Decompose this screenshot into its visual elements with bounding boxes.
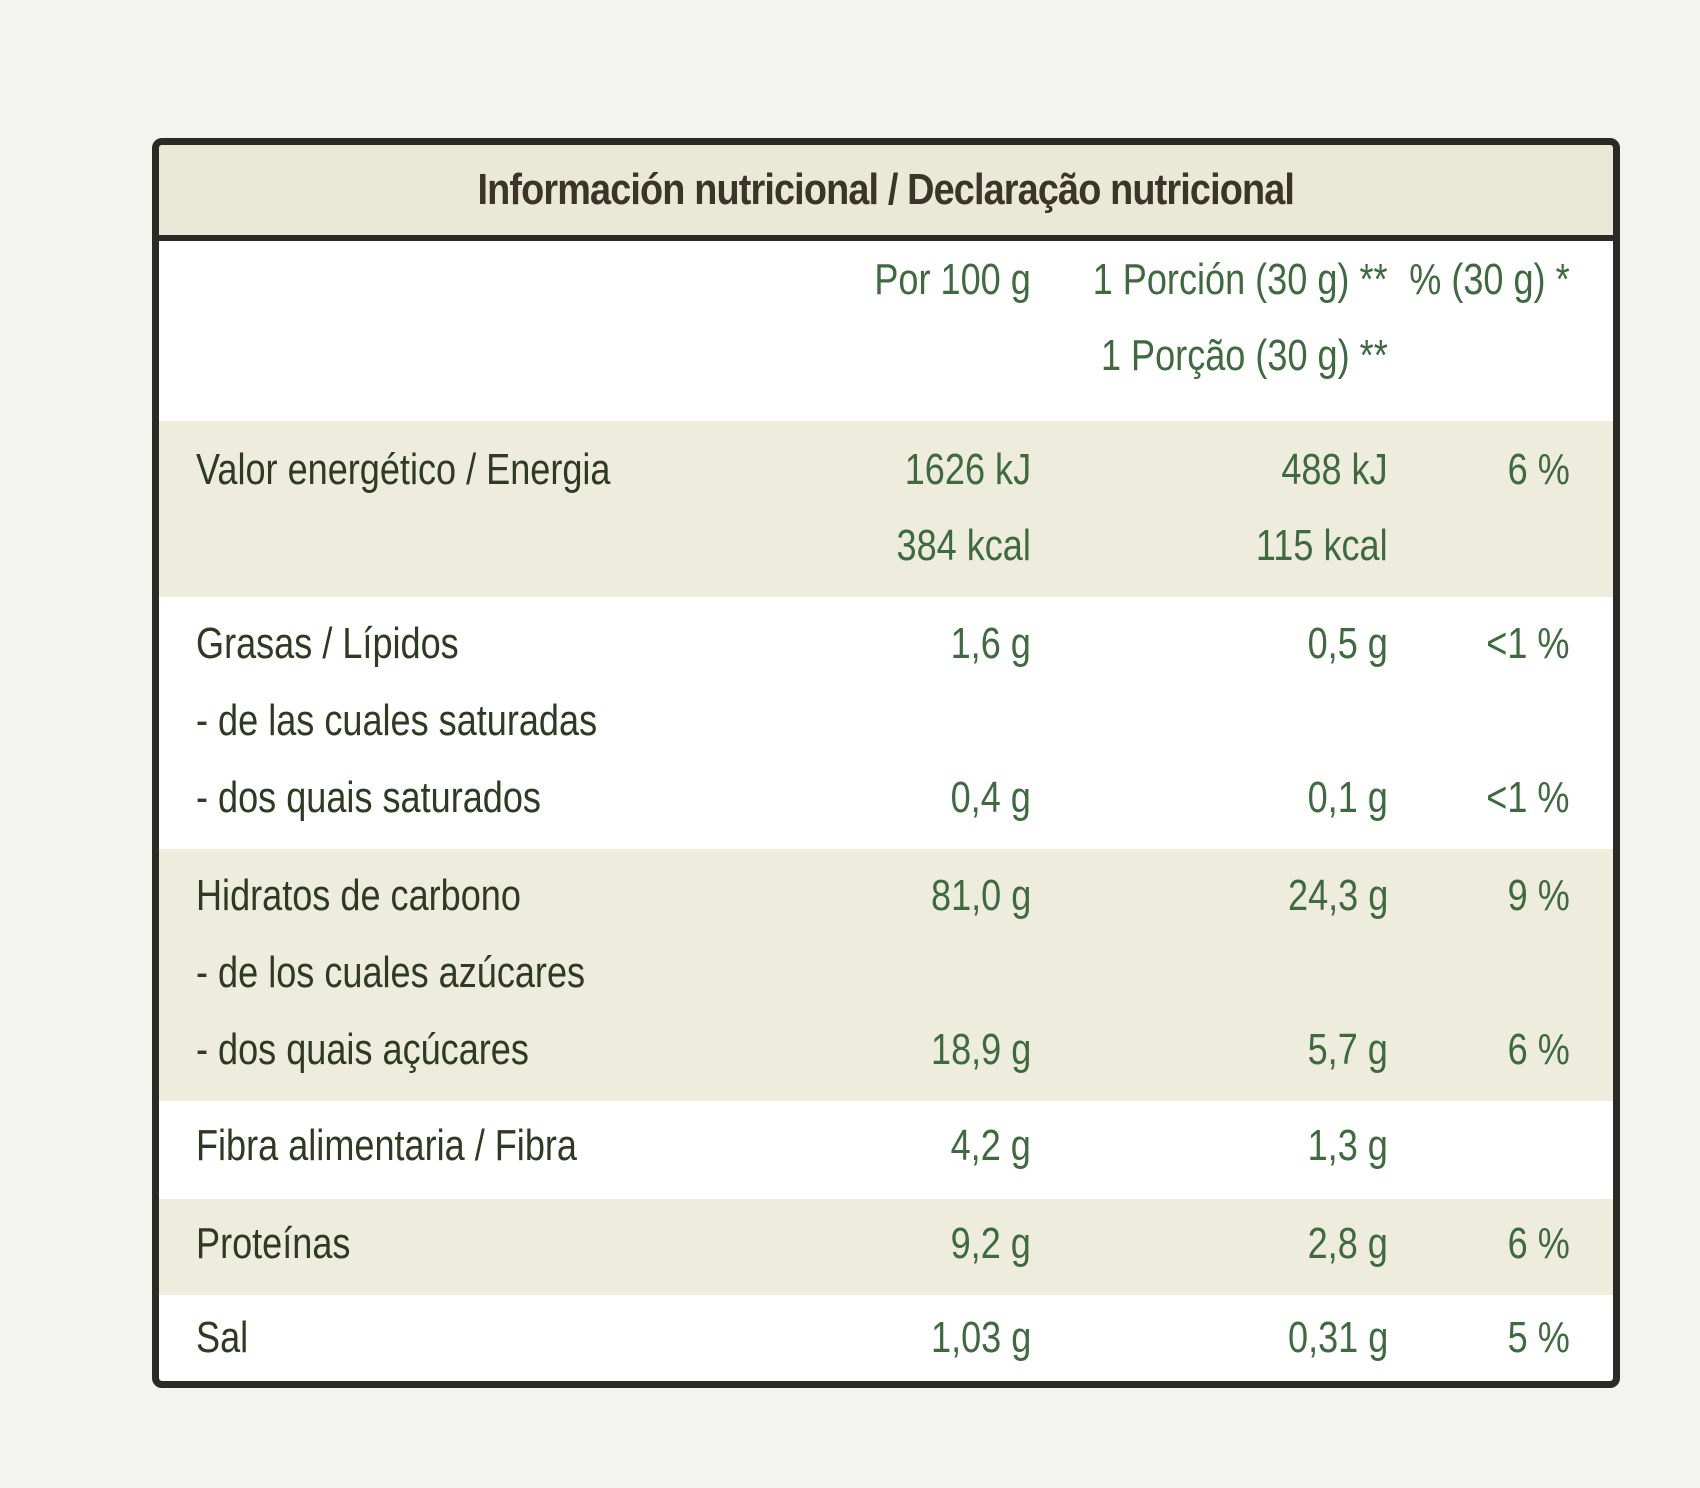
- nutrition-table: Información nutricional / Declaração nut…: [152, 138, 1620, 1388]
- saturates-label-es: - de las cuales saturadas: [196, 696, 598, 745]
- energy-percent: 6 %: [1507, 445, 1570, 494]
- saturates-per100: 0,4 g: [950, 773, 1031, 822]
- energy-per100-kcal: 384 kcal: [896, 521, 1031, 570]
- fat-percent: <1 %: [1486, 619, 1570, 668]
- salt-label: Sal: [196, 1313, 249, 1362]
- energy-portion-kcal: 115 kcal: [1256, 521, 1388, 570]
- salt-per100: 1,03 g: [930, 1313, 1031, 1362]
- protein-row: Proteínas 9,2 g 2,8 g 6 %: [159, 1199, 1613, 1295]
- energy-label: Valor energético / Energia: [196, 445, 611, 494]
- col-portion-header-pt: 1 Porção (30 g) **: [1101, 331, 1388, 380]
- protein-per100: 9,2 g: [950, 1219, 1031, 1268]
- fibre-row: Fibra alimentaria / Fibra 4,2 g 1,3 g: [159, 1101, 1613, 1199]
- sugars-portion: 5,7 g: [1307, 1025, 1388, 1074]
- sugars-percent: 6 %: [1507, 1025, 1570, 1074]
- saturates-portion: 0,1 g: [1307, 773, 1388, 822]
- protein-label: Proteínas: [196, 1219, 351, 1268]
- carbs-portion: 24,3 g: [1287, 871, 1388, 920]
- sugars-per100: 18,9 g: [930, 1025, 1031, 1074]
- fat-row: Grasas / Lípidos 1,6 g 0,5 g <1 % - de l…: [159, 597, 1613, 849]
- fibre-per100: 4,2 g: [950, 1121, 1031, 1170]
- table-title: Información nutricional / Declaração nut…: [477, 165, 1295, 214]
- salt-portion: 0,31 g: [1287, 1313, 1388, 1362]
- salt-percent: 5 %: [1507, 1313, 1570, 1362]
- table-title-bar: Información nutricional / Declaração nut…: [159, 145, 1613, 241]
- carbs-row: Hidratos de carbono 81,0 g 24,3 g 9 % - …: [159, 849, 1613, 1101]
- saturates-percent: <1 %: [1486, 773, 1570, 822]
- fibre-portion: 1,3 g: [1307, 1121, 1388, 1170]
- sugars-label-pt: - dos quais açúcares: [196, 1025, 529, 1074]
- energy-per100-kj: 1626 kJ: [904, 445, 1031, 494]
- energy-portion-kj: 488 kJ: [1281, 445, 1388, 494]
- carbs-label: Hidratos de carbono: [196, 871, 521, 920]
- saturates-label-pt: - dos quais saturados: [196, 773, 541, 822]
- fat-label: Grasas / Lípidos: [196, 619, 459, 668]
- carbs-percent: 9 %: [1507, 871, 1570, 920]
- fibre-label: Fibra alimentaria / Fibra: [196, 1121, 577, 1170]
- salt-row: Sal 1,03 g 0,31 g 5 %: [159, 1295, 1613, 1381]
- energy-row: Valor energético / Energia 1626 kJ 384 k…: [159, 421, 1613, 597]
- col-per100-header: Por 100 g: [874, 255, 1031, 304]
- sugars-label-es: - de los cuales azúcares: [196, 948, 586, 997]
- col-percent-header: % (30 g) *: [1409, 255, 1570, 304]
- protein-portion: 2,8 g: [1307, 1219, 1388, 1268]
- carbs-per100: 81,0 g: [930, 871, 1031, 920]
- protein-percent: 6 %: [1507, 1219, 1570, 1268]
- fat-portion: 0,5 g: [1307, 619, 1388, 668]
- fat-per100: 1,6 g: [950, 619, 1031, 668]
- header-row: Por 100 g 1 Porción (30 g) ** 1 Porção (…: [159, 241, 1613, 421]
- col-portion-header-es: 1 Porción (30 g) **: [1093, 255, 1388, 304]
